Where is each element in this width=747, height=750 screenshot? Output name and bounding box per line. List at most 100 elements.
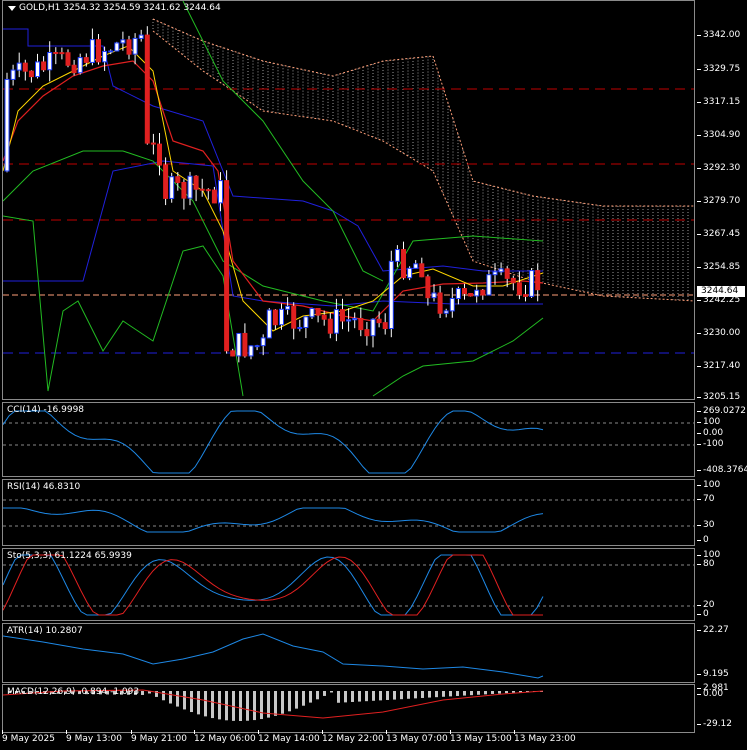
- candle-body: [504, 268, 510, 279]
- candle-body: [315, 307, 321, 316]
- cci-pane[interactable]: CCI(14) -16.9998: [2, 402, 695, 477]
- macd-histogram-bar: [64, 691, 67, 694]
- macd-histogram-bar: [155, 691, 158, 697]
- candle-body: [144, 34, 150, 144]
- macd-histogram-bar: [92, 691, 95, 695]
- candle-body: [492, 271, 498, 276]
- atr-pane[interactable]: ATR(14) 10.2807: [2, 623, 695, 683]
- candle-body: [303, 316, 309, 329]
- rsi-pane[interactable]: RSI(14) 46.8310: [2, 479, 695, 546]
- price-chart-canvas[interactable]: [3, 1, 695, 400]
- candle-body: [163, 164, 169, 199]
- macd-histogram-bar: [351, 691, 354, 702]
- stochastic-label: Sto(5,3,3) 61.1224 65.9939: [7, 551, 132, 561]
- candle-body: [535, 270, 541, 291]
- band-lower-right: [372, 317, 544, 397]
- macd-histogram-bar: [484, 691, 487, 695]
- price-tick: 3242.25: [696, 295, 741, 305]
- candle-body: [169, 176, 175, 199]
- time-tick: 12 May 06:00: [194, 734, 256, 744]
- band-middle: [3, 150, 544, 312]
- candle-body: [431, 292, 437, 299]
- candle-body: [340, 309, 345, 322]
- macd-histogram-bar: [127, 691, 130, 695]
- channel-lower: [3, 160, 543, 307]
- price-tick: 3217.40: [696, 361, 741, 371]
- macd-histogram-bar: [15, 691, 18, 694]
- candle-body: [254, 345, 260, 348]
- macd-histogram-bar: [393, 691, 396, 700]
- macd-histogram-bar: [442, 691, 445, 697]
- macd-tick: 0.00: [696, 689, 724, 699]
- time-axis[interactable]: 9 May 2025 9 May 13:00 9 May 21:00 12 Ma…: [0, 730, 697, 750]
- macd-histogram-bar: [337, 691, 340, 703]
- cloud-span-a: [152, 18, 694, 207]
- cci-canvas[interactable]: [3, 403, 695, 477]
- candle-body: [425, 276, 431, 299]
- macd-histogram-bar: [274, 691, 277, 716]
- macd-histogram-bar: [358, 691, 361, 702]
- time-tick: 9 May 2025: [2, 734, 55, 744]
- candle-body: [242, 332, 248, 357]
- candle-body: [352, 317, 358, 321]
- candle-body: [279, 308, 284, 326]
- candle-body: [523, 294, 528, 297]
- atr-label: ATR(14) 10.2807: [7, 626, 83, 636]
- macd-histogram-bar: [8, 691, 11, 694]
- time-tick: 9 May 21:00: [131, 734, 187, 744]
- rsi-canvas[interactable]: [3, 480, 695, 546]
- candle-body: [327, 318, 333, 334]
- stochastic-canvas[interactable]: [3, 549, 695, 621]
- candle-body: [529, 270, 535, 297]
- candle-body: [59, 52, 65, 55]
- candle-body: [205, 189, 211, 192]
- candle-body: [455, 288, 461, 300]
- macd-histogram-bar: [246, 691, 249, 721]
- macd-histogram-bar: [281, 691, 284, 714]
- macd-histogram-bar: [218, 691, 221, 720]
- time-tick: 12 May 22:00: [322, 734, 384, 744]
- rsi-tick: 100: [696, 480, 721, 490]
- macd-histogram-bar: [386, 691, 389, 700]
- candle-body: [96, 39, 101, 63]
- atr-canvas[interactable]: [3, 624, 695, 683]
- candle-body: [126, 39, 132, 55]
- candle-body: [187, 175, 193, 199]
- macd-pane[interactable]: MACD(12,26,9) -0.894 -1.093: [2, 684, 695, 733]
- candle-body: [516, 282, 522, 296]
- rsi-tick: 0: [697, 535, 709, 545]
- price-axis[interactable]: 3342.00 3329.75 3317.15 3304.90 3292.30 …: [696, 0, 747, 402]
- price-tick: 3254.85: [696, 262, 741, 272]
- macd-histogram-bar: [512, 691, 515, 693]
- macd-histogram-bar: [316, 691, 319, 700]
- atr-tick: 22.27: [697, 625, 729, 635]
- macd-histogram-bar: [400, 691, 403, 700]
- candle-body: [4, 78, 10, 172]
- candle-body: [333, 309, 339, 334]
- macd-histogram-bar: [330, 691, 333, 693]
- candle-body: [53, 51, 59, 54]
- macd-histogram-bar: [85, 691, 88, 695]
- candle-body: [181, 181, 187, 199]
- macd-canvas[interactable]: [3, 685, 695, 733]
- symbol-menu-icon[interactable]: [8, 6, 16, 11]
- macd-histogram-bar: [491, 691, 494, 694]
- channel-upper: [3, 28, 543, 272]
- macd-histogram-bar: [29, 691, 32, 694]
- macd-histogram-bar: [204, 691, 207, 717]
- candle-body: [388, 260, 394, 330]
- atr-tick: 9.195: [697, 669, 729, 679]
- candle-body: [77, 57, 83, 74]
- rsi-tick: 70: [696, 494, 715, 504]
- macd-histogram-bar: [526, 691, 529, 692]
- candle-body: [382, 322, 388, 330]
- candle-body: [71, 64, 77, 74]
- candle-body: [28, 70, 34, 78]
- macd-histogram-bar: [379, 691, 382, 701]
- candle-body: [65, 52, 71, 66]
- price-chart-pane[interactable]: GOLD,H1 3254.32 3254.59 3241.62 3244.64: [2, 0, 695, 400]
- sto-tick: 100: [696, 550, 721, 560]
- stochastic-pane[interactable]: Sto(5,3,3) 61.1224 65.9939: [2, 548, 695, 621]
- candle-body: [83, 57, 89, 63]
- macd-histogram-bar: [505, 691, 508, 694]
